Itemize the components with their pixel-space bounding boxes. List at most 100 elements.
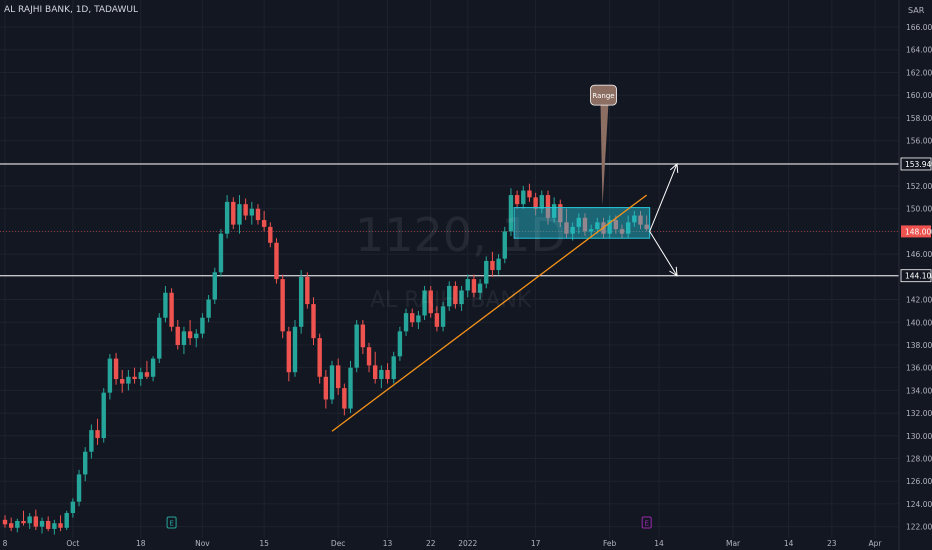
candle-body bbox=[582, 217, 588, 232]
candle bbox=[33, 509, 39, 531]
price-tick-label: 160.00 bbox=[906, 91, 932, 100]
grid-lines bbox=[0, 0, 899, 538]
candle-body bbox=[638, 215, 643, 225]
drawings[interactable]: Range bbox=[331, 84, 679, 432]
candle-body bbox=[588, 229, 594, 232]
candle-body bbox=[385, 369, 390, 380]
candle bbox=[274, 238, 279, 284]
candle bbox=[144, 360, 150, 380]
candle bbox=[416, 310, 421, 330]
candle bbox=[348, 360, 353, 414]
candle-body bbox=[397, 331, 403, 357]
candle-body bbox=[8, 523, 14, 528]
candle bbox=[360, 319, 366, 355]
candle-body bbox=[644, 224, 649, 230]
price-tick-label: 136.00 bbox=[906, 364, 932, 373]
candle bbox=[422, 285, 427, 320]
candle bbox=[619, 224, 625, 239]
price-tick-label: 158.00 bbox=[906, 114, 932, 123]
candle-body bbox=[292, 326, 298, 373]
candle bbox=[305, 272, 310, 309]
candle bbox=[200, 313, 205, 339]
candle bbox=[45, 516, 51, 532]
candle-body bbox=[521, 190, 526, 205]
candle-body bbox=[551, 204, 557, 218]
candle bbox=[354, 319, 359, 373]
candle bbox=[403, 308, 409, 336]
candle bbox=[218, 229, 224, 277]
candle-body bbox=[311, 304, 316, 339]
candle bbox=[453, 281, 458, 309]
time-axis[interactable]: 8 Oct 18 Nov 15 Dec 13 22 2022 17 Feb 14 Mar 14 23 Apr bbox=[3, 539, 883, 548]
candle-body bbox=[403, 313, 409, 332]
time-tick-label: 13 bbox=[383, 539, 393, 548]
candle-body bbox=[416, 315, 421, 323]
level-price-tag bbox=[900, 269, 932, 283]
time-tick-label: Mar bbox=[726, 539, 741, 548]
candle-body bbox=[280, 279, 285, 332]
price-tick-label: 150.00 bbox=[906, 205, 932, 214]
earnings-event-marker bbox=[166, 516, 177, 529]
currency-label: SAR bbox=[908, 6, 925, 15]
candle-body bbox=[21, 520, 26, 524]
candle-body bbox=[70, 501, 76, 514]
price-tick-label: 152.00 bbox=[906, 182, 932, 191]
earnings-event-marker bbox=[641, 516, 652, 529]
candle-body bbox=[428, 290, 433, 314]
candle bbox=[632, 210, 637, 227]
candle bbox=[440, 301, 446, 332]
price-axis[interactable]: SAR 122.00 124.00 126.00 128.00 130.00 132.00… bbox=[898, 0, 932, 550]
candle-body bbox=[243, 204, 248, 216]
candle bbox=[490, 251, 495, 277]
candle-body bbox=[459, 290, 464, 305]
candle-body bbox=[268, 226, 273, 243]
candle bbox=[595, 217, 600, 234]
candle bbox=[150, 356, 156, 382]
candle bbox=[89, 424, 94, 459]
symbol-title[interactable]: AL RAJHI BANK, 1D, TADAWUL bbox=[4, 5, 138, 15]
candle bbox=[27, 513, 32, 529]
candle bbox=[379, 365, 384, 389]
candle-body bbox=[360, 324, 366, 348]
earnings-event-label: E bbox=[644, 520, 648, 528]
candle-body bbox=[95, 430, 100, 439]
candle-body bbox=[27, 516, 32, 524]
candle-body bbox=[422, 290, 427, 316]
candle bbox=[539, 190, 544, 214]
candle-body bbox=[335, 365, 341, 389]
candle bbox=[261, 210, 267, 232]
candle-body bbox=[576, 217, 582, 227]
candle-body bbox=[249, 208, 254, 216]
range-box bbox=[513, 207, 651, 239]
candle-body bbox=[484, 260, 489, 284]
candle bbox=[113, 352, 119, 385]
candle bbox=[138, 367, 143, 386]
candle-body bbox=[237, 204, 242, 225]
candle bbox=[126, 369, 131, 391]
candle bbox=[157, 313, 162, 364]
candle-body bbox=[187, 331, 193, 339]
candle-body bbox=[490, 260, 495, 271]
candle-body bbox=[64, 513, 69, 528]
candle-body bbox=[286, 331, 292, 373]
candle-body bbox=[453, 285, 458, 305]
price-tick-label: 146.00 bbox=[906, 250, 932, 259]
price-tick-label: 162.00 bbox=[906, 68, 932, 77]
candle-body bbox=[39, 520, 45, 527]
candle-body bbox=[274, 242, 279, 280]
candle bbox=[292, 319, 298, 377]
candle-body bbox=[527, 190, 532, 198]
candle-body bbox=[181, 331, 187, 345]
candle bbox=[175, 319, 180, 350]
price-tick-label: 130.00 bbox=[906, 432, 932, 441]
candle-body bbox=[514, 195, 520, 205]
candle bbox=[533, 192, 538, 216]
candle bbox=[8, 517, 14, 532]
watermark-name: AL RAJHI BANK bbox=[370, 288, 532, 313]
candle-body bbox=[471, 279, 477, 293]
price-tick-label: 156.00 bbox=[906, 137, 932, 146]
time-tick-label: 18 bbox=[136, 539, 146, 548]
candle-body bbox=[595, 222, 600, 230]
